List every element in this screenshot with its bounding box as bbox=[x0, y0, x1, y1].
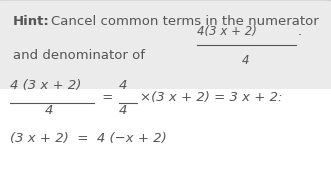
Text: ×(3 x + 2) = 3 x + 2:: ×(3 x + 2) = 3 x + 2: bbox=[140, 91, 283, 104]
Text: (3 x + 2)  =  4 (−x + 2): (3 x + 2) = 4 (−x + 2) bbox=[10, 132, 167, 145]
FancyBboxPatch shape bbox=[0, 0, 331, 92]
Text: and denominator of: and denominator of bbox=[13, 49, 150, 62]
Text: Cancel common terms in the numerator: Cancel common terms in the numerator bbox=[51, 15, 319, 28]
Text: 4: 4 bbox=[242, 54, 249, 67]
Text: .: . bbox=[298, 25, 302, 38]
Text: 4 (3 x + 2): 4 (3 x + 2) bbox=[10, 79, 81, 92]
Text: 4: 4 bbox=[119, 104, 127, 117]
FancyBboxPatch shape bbox=[0, 89, 331, 174]
Text: Hint:: Hint: bbox=[13, 15, 50, 28]
Text: 4: 4 bbox=[45, 104, 53, 117]
Text: 4(3 x + 2): 4(3 x + 2) bbox=[197, 25, 257, 38]
Text: 4: 4 bbox=[119, 79, 127, 92]
Text: =: = bbox=[98, 91, 117, 104]
